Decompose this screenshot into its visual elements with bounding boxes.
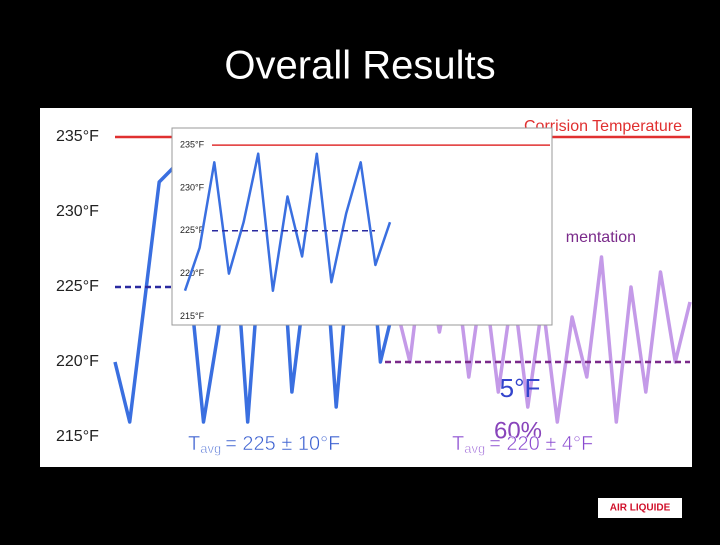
annotation: Corrision Temperature (524, 118, 682, 135)
y-tick-label: 225°F (180, 225, 205, 235)
logo-box (598, 498, 682, 518)
annotation: mentation (566, 229, 636, 246)
average-subscript: avg (464, 441, 485, 456)
average-label: Tavg = 225 ± 10°F (188, 433, 340, 456)
inset-panel (171, 127, 553, 326)
y-tick-label: 215°F (56, 428, 99, 445)
series-line (183, 152, 392, 292)
y-tick-label: 230°F (180, 182, 205, 192)
slide-title: Overall Results (224, 44, 495, 88)
average-value: = 225 ± 10°F (225, 433, 340, 455)
y-tick-label: 220°F (56, 353, 99, 370)
average-symbol: T (188, 433, 200, 455)
main-chart: 215°F 220°F 225°F 230°F 235°F Corrision Tempe… (56, 118, 692, 457)
y-tick-label: 235°F (56, 128, 99, 145)
y-tick-label: 215°F (180, 311, 205, 321)
logo: AIR LIQUIDE (610, 503, 671, 514)
annotation: 5°F (500, 373, 541, 403)
average-subscript: avg (200, 441, 221, 456)
annotation: 60% (494, 417, 542, 444)
y-tick-label: 230°F (56, 203, 99, 220)
average-symbol: T (452, 433, 464, 455)
average-label: Tavg = 220 ± 4°F (452, 433, 593, 456)
y-tick-label: 225°F (56, 278, 99, 295)
y-tick-label: 235°F (180, 140, 205, 150)
average-value: = 220 ± 4°F (489, 433, 593, 455)
